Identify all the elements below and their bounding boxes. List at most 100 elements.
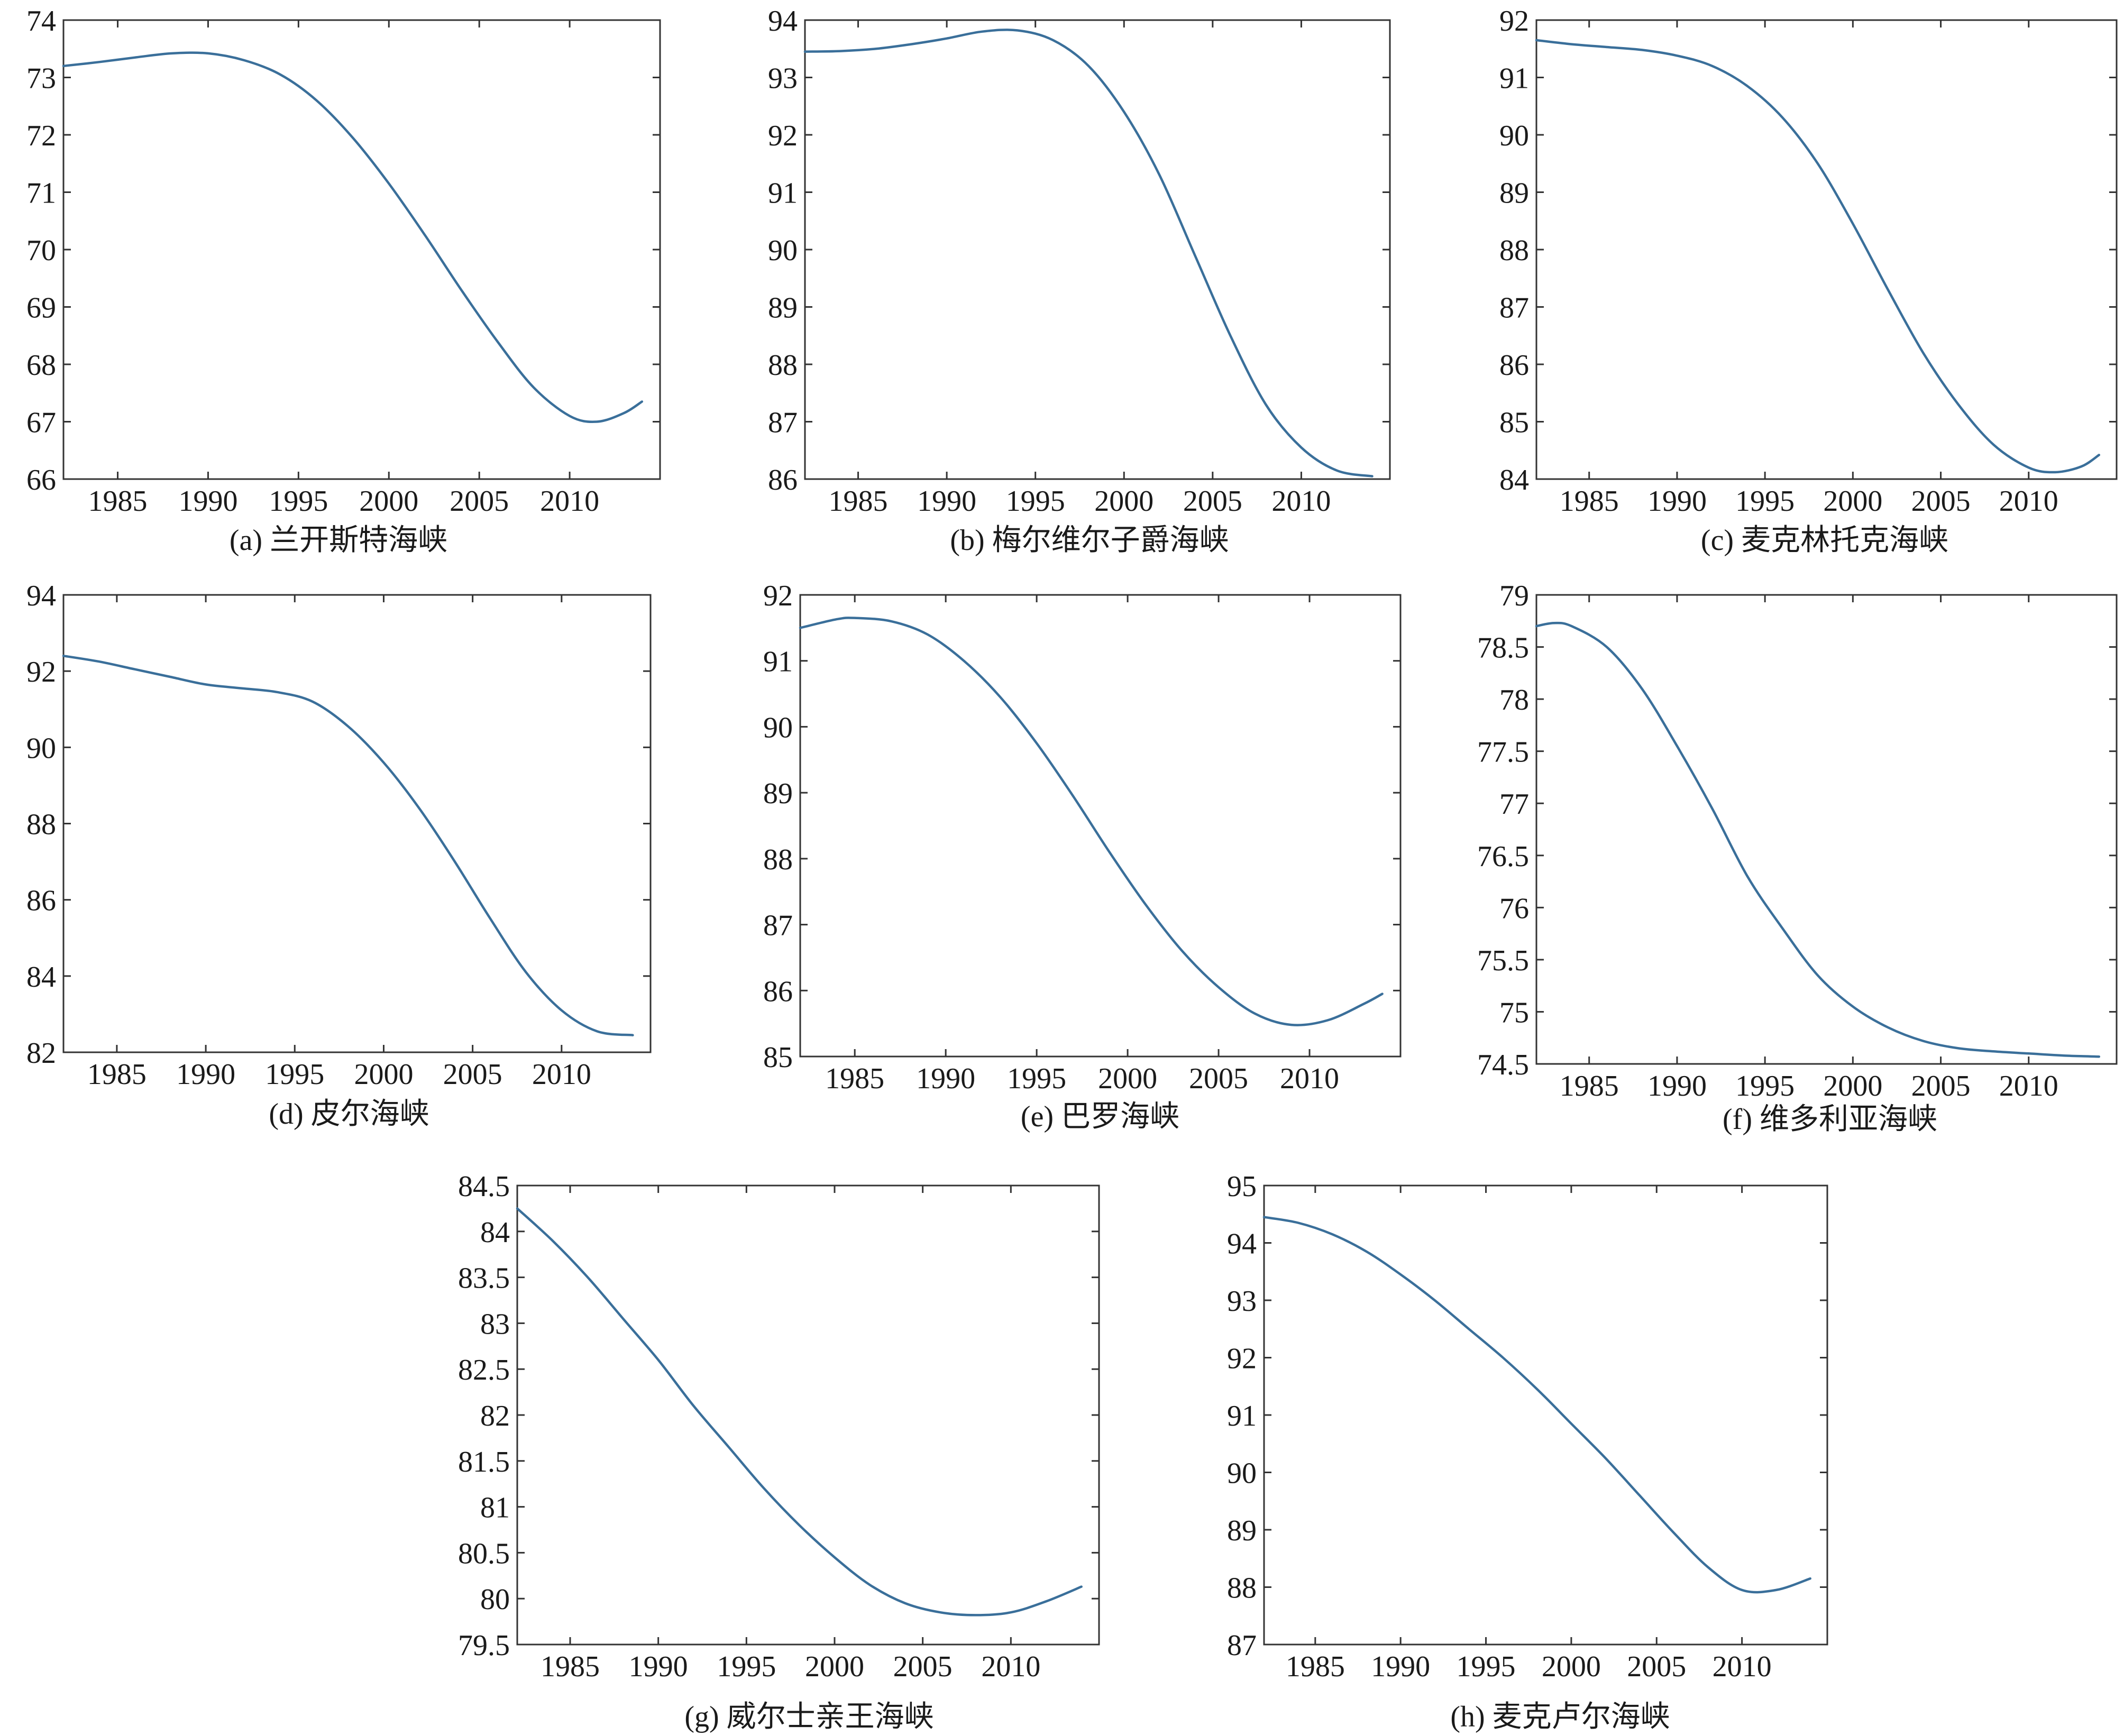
x-tick-label: 2010 xyxy=(1280,1062,1339,1095)
y-tick-label: 84 xyxy=(26,961,56,994)
x-tick-label: 2000 xyxy=(1098,1062,1157,1095)
x-tick-label: 1990 xyxy=(1647,1070,1707,1103)
x-tick-label: 1985 xyxy=(1560,1070,1619,1103)
plot-frame xyxy=(799,594,1402,1058)
y-tick-label: 90 xyxy=(26,732,56,765)
y-tick-label: 75 xyxy=(1499,996,1529,1029)
y-tick-label: 76.5 xyxy=(1477,840,1529,873)
y-tick-label: 88 xyxy=(1227,1572,1257,1605)
y-tick-label: 74 xyxy=(26,5,56,38)
y-tick-label: 79.5 xyxy=(458,1629,510,1662)
y-tick-label: 87 xyxy=(1227,1629,1257,1662)
y-tick-label: 83 xyxy=(480,1308,510,1340)
series-line xyxy=(803,29,1374,477)
y-tick-label: 94 xyxy=(768,5,798,38)
x-tick-label: 1985 xyxy=(88,485,148,518)
y-tick-label: 77.5 xyxy=(1477,736,1529,769)
x-tick-label: 1995 xyxy=(717,1650,776,1683)
y-tick-label: 74.5 xyxy=(1477,1049,1529,1081)
y-tick-label: 79 xyxy=(1499,580,1529,612)
y-tick-label: 89 xyxy=(1499,177,1529,210)
x-tick-label: 1985 xyxy=(87,1058,147,1091)
x-tick-label: 2005 xyxy=(1627,1650,1686,1683)
y-tick-label: 86 xyxy=(768,464,798,497)
x-tick-label: 1990 xyxy=(1371,1650,1430,1683)
series-line xyxy=(62,51,644,423)
x-tick-label: 1985 xyxy=(1286,1650,1345,1683)
chart-panel: 1985 1990 1995 2000 2005 2010 74.5 75 75.5 76 76.5… xyxy=(1477,580,2118,1136)
series-line xyxy=(1262,1216,1811,1594)
x-tick-label: 2005 xyxy=(1189,1062,1248,1095)
panel-caption: (d) 皮尔海峡 xyxy=(269,1098,429,1131)
plot-frame xyxy=(516,1184,1100,1646)
y-tick-label: 81.5 xyxy=(458,1446,510,1478)
y-tick-label: 87 xyxy=(768,407,798,439)
y-tick-label: 76 xyxy=(1499,892,1529,925)
y-tick-label: 80.5 xyxy=(458,1537,510,1570)
y-tick-label: 90 xyxy=(1499,120,1529,152)
y-tick-label: 85 xyxy=(1499,407,1529,439)
y-tick-label: 67 xyxy=(26,407,56,439)
y-tick-label: 88 xyxy=(768,349,798,382)
x-tick-label: 2010 xyxy=(1713,1650,1772,1683)
panel-caption: (f) 维多利亚海峡 xyxy=(1723,1103,1937,1136)
x-tick-label: 1985 xyxy=(541,1650,600,1683)
y-tick-label: 86 xyxy=(1499,349,1529,382)
series-line xyxy=(516,1207,1083,1616)
x-tick-label: 2000 xyxy=(359,485,418,518)
y-tick-label: 77 xyxy=(1499,788,1529,821)
y-tick-label: 89 xyxy=(1227,1514,1257,1547)
plot-frame xyxy=(1535,594,2118,1065)
x-tick-label: 1995 xyxy=(1007,1062,1066,1095)
x-tick-label: 1990 xyxy=(178,485,237,518)
panel-caption: (b) 梅尔维尔子爵海峡 xyxy=(950,524,1229,557)
y-tick-label: 70 xyxy=(26,234,56,267)
x-tick-label: 1995 xyxy=(269,485,328,518)
y-tick-label: 68 xyxy=(26,349,56,382)
x-tick-label: 1990 xyxy=(1647,485,1707,518)
series-line xyxy=(799,617,1384,1026)
y-tick-label: 87 xyxy=(1499,292,1529,325)
x-tick-label: 2005 xyxy=(450,485,509,518)
chart-panel: 1985 1990 1995 2000 2005 2010 82 84 86 88 90 92 94 (d… xyxy=(26,580,652,1131)
x-tick-label: 2010 xyxy=(981,1650,1040,1683)
x-tick-label: 1985 xyxy=(825,1062,884,1095)
x-tick-label: 1990 xyxy=(917,485,976,518)
plot-frame xyxy=(62,594,652,1053)
y-tick-label: 82 xyxy=(480,1400,510,1432)
y-tick-label: 85 xyxy=(763,1041,793,1074)
y-tick-label: 90 xyxy=(1227,1457,1257,1490)
chart-panel: 1985 1990 1995 2000 2005 2010 79.5 80 80.5 81 81.5… xyxy=(458,1170,1100,1733)
y-tick-label: 92 xyxy=(1227,1343,1257,1375)
x-tick-label: 2005 xyxy=(1911,485,1971,518)
series-line xyxy=(1535,39,2101,474)
x-tick-label: 1995 xyxy=(1006,485,1065,518)
y-tick-label: 93 xyxy=(1227,1285,1257,1318)
y-tick-label: 92 xyxy=(26,656,56,688)
y-tick-label: 89 xyxy=(768,292,798,325)
panel-caption: (g) 威尔士亲王海峡 xyxy=(684,1701,933,1733)
chart-panel: 1985 1990 1995 2000 2005 2010 85 86 87 88 89 90 91 92… xyxy=(763,580,1402,1133)
x-tick-label: 2010 xyxy=(1999,1070,2058,1103)
y-tick-label: 91 xyxy=(763,646,793,678)
plot-frame xyxy=(804,19,1391,480)
plot-frame xyxy=(62,19,661,480)
y-tick-label: 66 xyxy=(26,464,56,497)
y-tick-label: 86 xyxy=(26,885,56,917)
y-tick-label: 72 xyxy=(26,120,56,152)
x-tick-label: 2000 xyxy=(1094,485,1153,518)
y-tick-label: 93 xyxy=(768,62,798,95)
x-tick-label: 1995 xyxy=(1735,1070,1795,1103)
y-tick-label: 89 xyxy=(763,777,793,810)
y-tick-label: 92 xyxy=(1499,5,1529,38)
x-tick-label: 2000 xyxy=(805,1650,864,1683)
x-tick-label: 2000 xyxy=(1823,485,1882,518)
x-tick-label: 2000 xyxy=(1542,1650,1601,1683)
x-tick-label: 1990 xyxy=(176,1058,235,1091)
x-tick-label: 1985 xyxy=(829,485,888,518)
plot-frame xyxy=(1263,1184,1828,1646)
x-tick-label: 2005 xyxy=(1911,1070,1971,1103)
x-tick-label: 2005 xyxy=(893,1650,953,1683)
x-tick-label: 1985 xyxy=(1560,485,1619,518)
y-tick-label: 86 xyxy=(763,975,793,1008)
